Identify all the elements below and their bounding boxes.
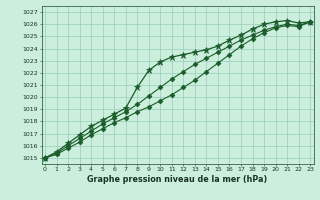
X-axis label: Graphe pression niveau de la mer (hPa): Graphe pression niveau de la mer (hPa) (87, 175, 268, 184)
